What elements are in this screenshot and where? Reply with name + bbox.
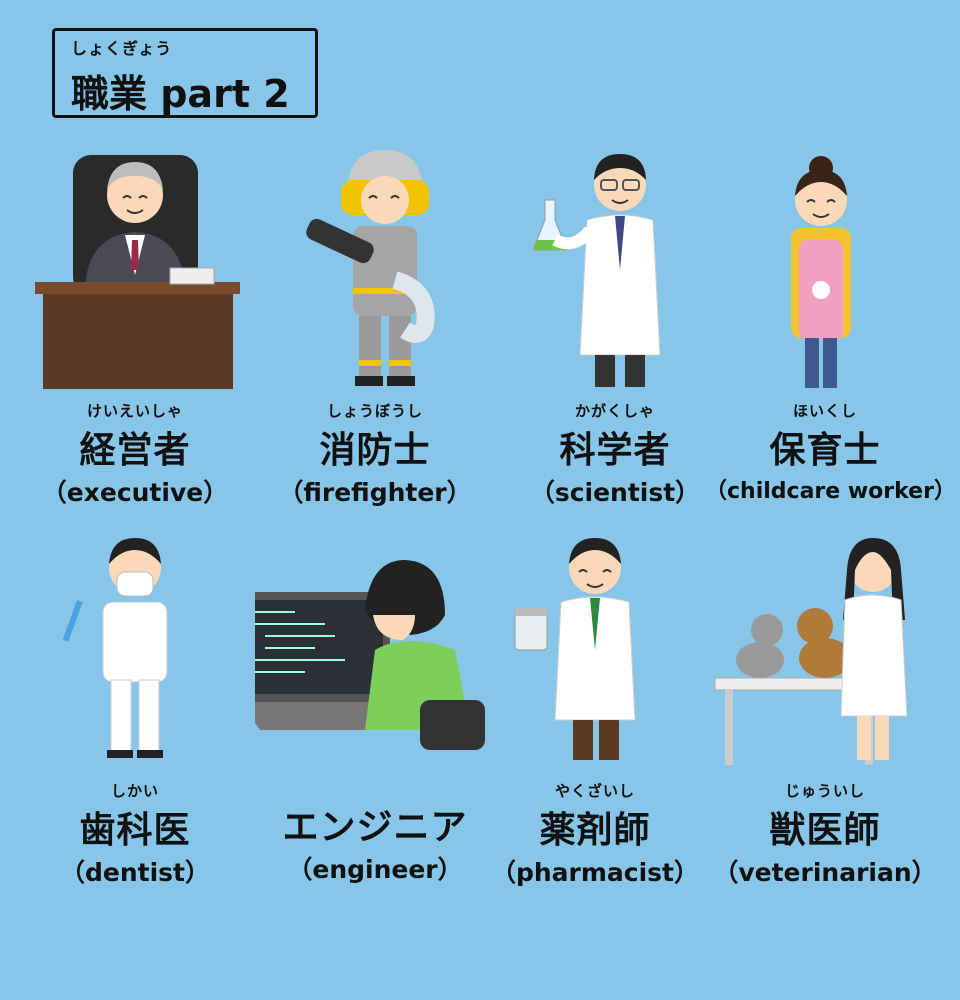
job-card-executive: けいえいしゃ 経営者 （executive） bbox=[15, 140, 255, 620]
title-ruby: しょくぎょう bbox=[71, 39, 173, 58]
job-card-veterinarian: じゅういし 獣医師 （veterinarian） bbox=[705, 520, 945, 1000]
childcare-worker-icon bbox=[705, 140, 945, 540]
job-name-jp: 歯科医 bbox=[79, 810, 191, 851]
job-name-en: （scientist） bbox=[529, 478, 701, 507]
job-ruby: やくざいし bbox=[554, 782, 635, 800]
page-title: 職業 part 2 bbox=[71, 72, 290, 116]
job-ruby: ほいくし bbox=[792, 402, 857, 420]
engineer-at-laptop-icon bbox=[255, 520, 495, 920]
job-card-scientist: かがくしゃ 科学者 （scientist） bbox=[495, 140, 735, 620]
job-card-engineer: エンジニア （engineer） bbox=[255, 520, 495, 1000]
job-name-en: （dentist） bbox=[59, 858, 210, 887]
title-box: しょくぎょう 職業 part 2 bbox=[52, 28, 318, 118]
job-ruby: しょうぼうし bbox=[326, 402, 423, 420]
job-name-en: （pharmacist） bbox=[490, 858, 700, 887]
job-name-en: （executive） bbox=[41, 478, 229, 507]
veterinarian-with-pets-icon bbox=[705, 520, 945, 920]
job-ruby: けいえいしゃ bbox=[86, 402, 183, 420]
job-name-en: （engineer） bbox=[287, 855, 463, 884]
job-ruby: しかい bbox=[110, 782, 159, 800]
job-card-pharmacist: やくざいし 薬剤師 （pharmacist） bbox=[475, 520, 715, 1000]
pharmacist-icon bbox=[475, 520, 715, 920]
job-name-jp: エンジニア bbox=[282, 807, 468, 848]
job-ruby: かがくしゃ bbox=[574, 402, 655, 420]
job-ruby bbox=[255, 780, 495, 798]
firefighter-icon bbox=[255, 140, 495, 540]
job-name-en: （childcare worker） bbox=[705, 479, 956, 504]
job-ruby: じゅういし bbox=[784, 782, 865, 800]
job-name-jp: 科学者 bbox=[559, 430, 671, 471]
job-card-firefighter: しょうぼうし 消防士 （firefighter） bbox=[255, 140, 495, 620]
job-card-childcare-worker: ほいくし 保育士 （childcare worker） bbox=[705, 140, 956, 620]
executive-at-desk-icon bbox=[15, 140, 255, 540]
dentist-icon bbox=[15, 520, 255, 920]
job-name-jp: 獣医師 bbox=[769, 810, 881, 851]
job-name-en: （firefighter） bbox=[278, 478, 472, 507]
job-name-jp: 薬剤師 bbox=[539, 810, 651, 851]
job-name-jp: 保育士 bbox=[769, 430, 881, 471]
job-name-en: （veterinarian） bbox=[713, 858, 937, 887]
job-name-jp: 経営者 bbox=[79, 430, 191, 471]
job-card-dentist: しかい 歯科医 （dentist） bbox=[15, 520, 255, 1000]
job-name-jp: 消防士 bbox=[319, 430, 431, 471]
scientist-with-flask-icon bbox=[495, 140, 735, 540]
